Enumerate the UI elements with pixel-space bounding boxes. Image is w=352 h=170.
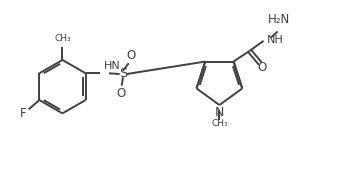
Text: S: S bbox=[119, 67, 127, 80]
Text: N: N bbox=[215, 106, 224, 119]
Text: HN: HN bbox=[103, 61, 120, 71]
Text: O: O bbox=[258, 61, 267, 74]
Text: H₂N: H₂N bbox=[268, 13, 290, 26]
Text: O: O bbox=[126, 49, 136, 62]
Text: O: O bbox=[117, 87, 126, 100]
Text: CH₃: CH₃ bbox=[54, 34, 71, 43]
Text: NH: NH bbox=[267, 35, 284, 45]
Text: CH₃: CH₃ bbox=[211, 119, 228, 128]
Text: F: F bbox=[20, 107, 27, 120]
